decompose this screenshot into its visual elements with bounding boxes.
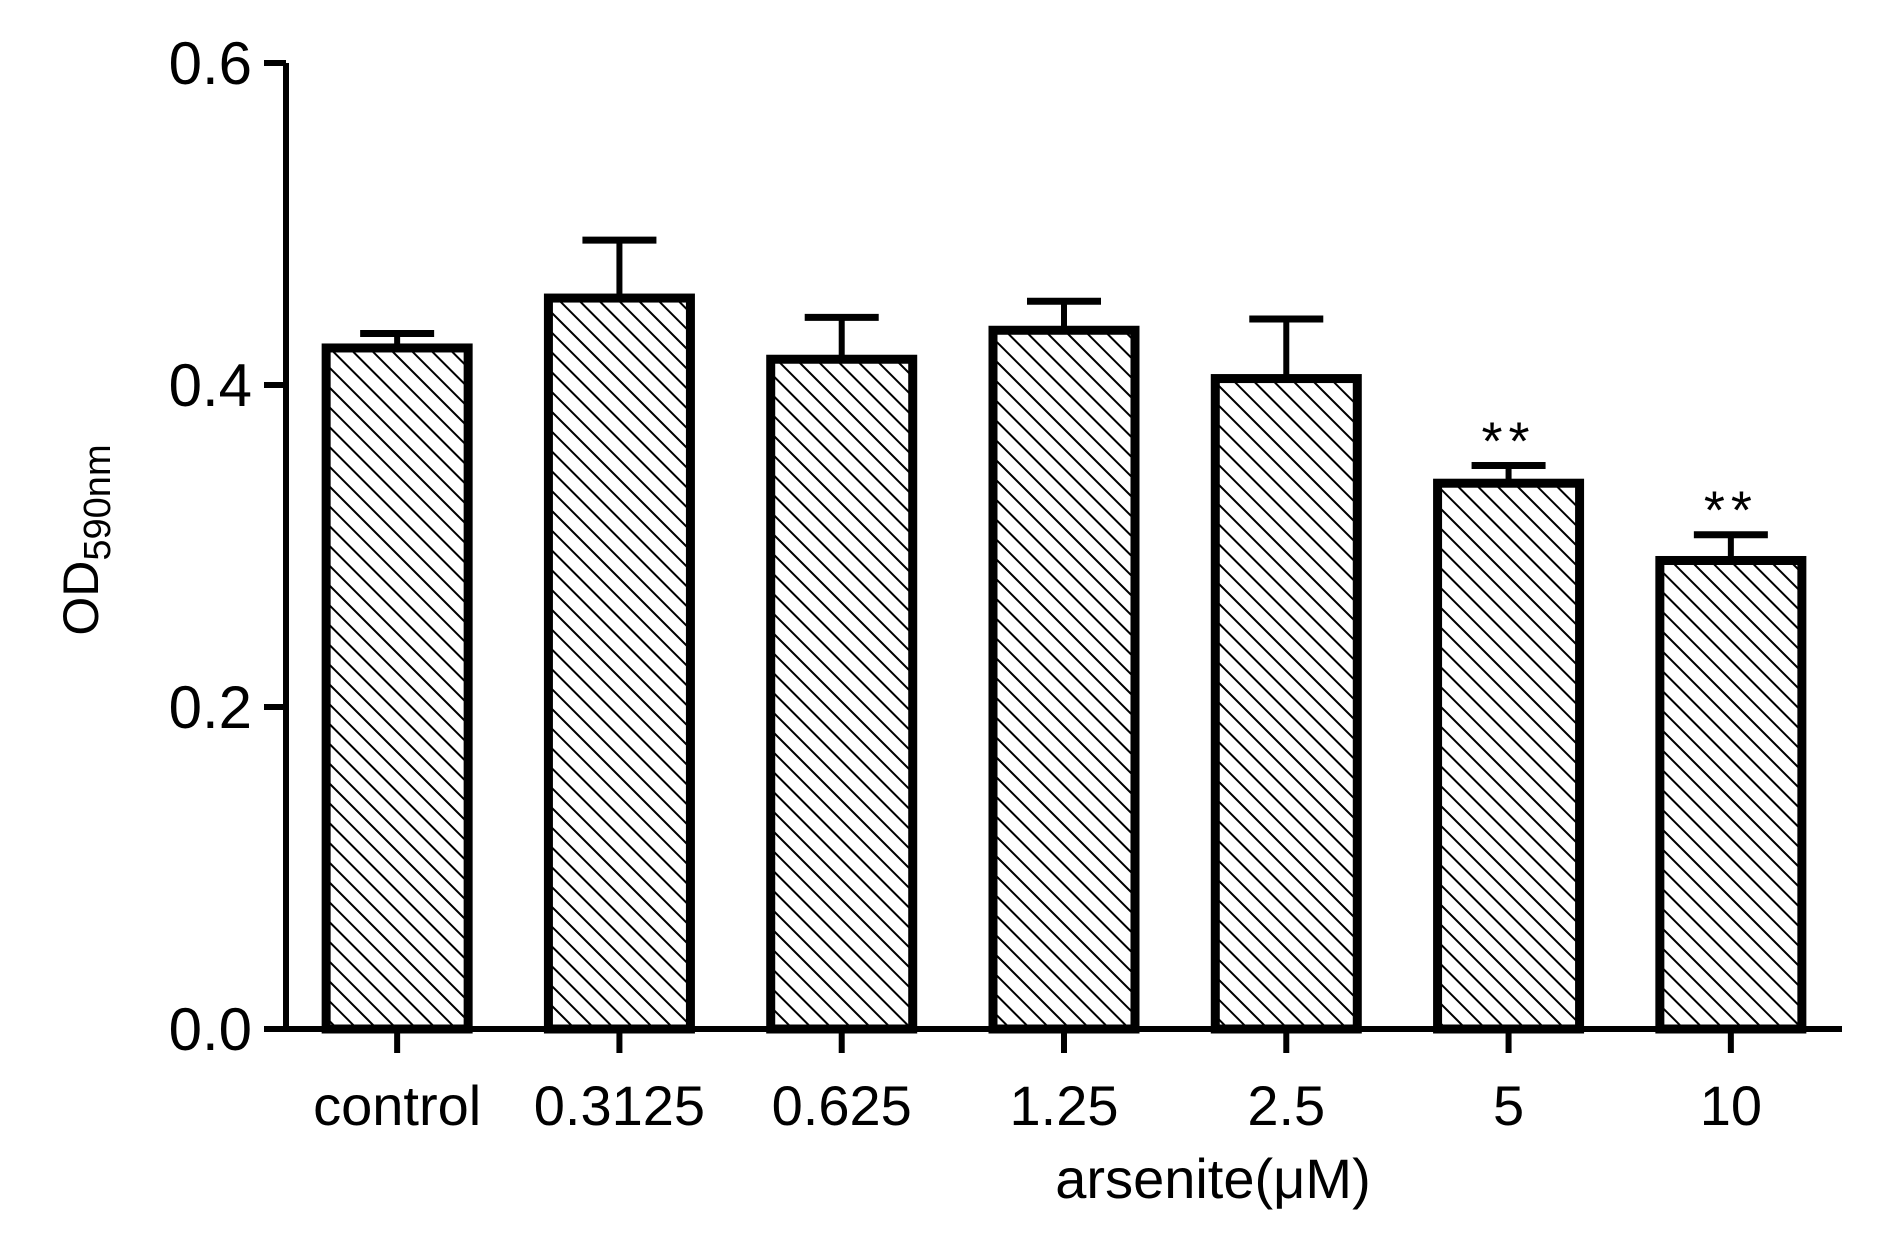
y-tick-label: 0.2: [169, 674, 252, 741]
axis-labels: OD590nm arsenite(μM): [53, 444, 1371, 1210]
x-tick-label: control: [313, 1074, 481, 1137]
x-tick-label: 0.3125: [534, 1074, 705, 1137]
x-tick-label: 2.5: [1247, 1074, 1325, 1137]
bar: [1655, 555, 1807, 1034]
x-tick-label: 10: [1700, 1074, 1762, 1137]
x-tick-label: 5: [1493, 1074, 1524, 1137]
x-axis: control 0.3125 0.625 1.25 2.5 5 10: [283, 1026, 1842, 1137]
x-axis-label: arsenite(μM): [1055, 1147, 1370, 1210]
y-axis-label: OD590nm: [53, 444, 119, 635]
bar: [766, 354, 918, 1034]
bar: [1433, 478, 1585, 1034]
bars: ** **: [321, 236, 1807, 1034]
x-tick-label: 1.25: [1010, 1074, 1119, 1137]
y-axis: 0.0 0.2 0.4 0.6: [169, 30, 289, 1063]
bar: [988, 325, 1140, 1034]
bar: [321, 343, 473, 1034]
y-tick-label: 0.4: [169, 352, 252, 419]
significance-label: **: [1704, 481, 1758, 541]
significance-label: **: [1482, 412, 1536, 472]
y-tick-label: 0.0: [169, 996, 252, 1063]
y-axis-label-subscript: 590nm: [77, 444, 119, 560]
x-tick-label: 0.625: [772, 1074, 912, 1137]
bar: [543, 293, 695, 1034]
y-axis-label-main: OD: [53, 561, 109, 636]
bar: [1210, 374, 1362, 1034]
y-tick-label: 0.6: [169, 30, 252, 97]
